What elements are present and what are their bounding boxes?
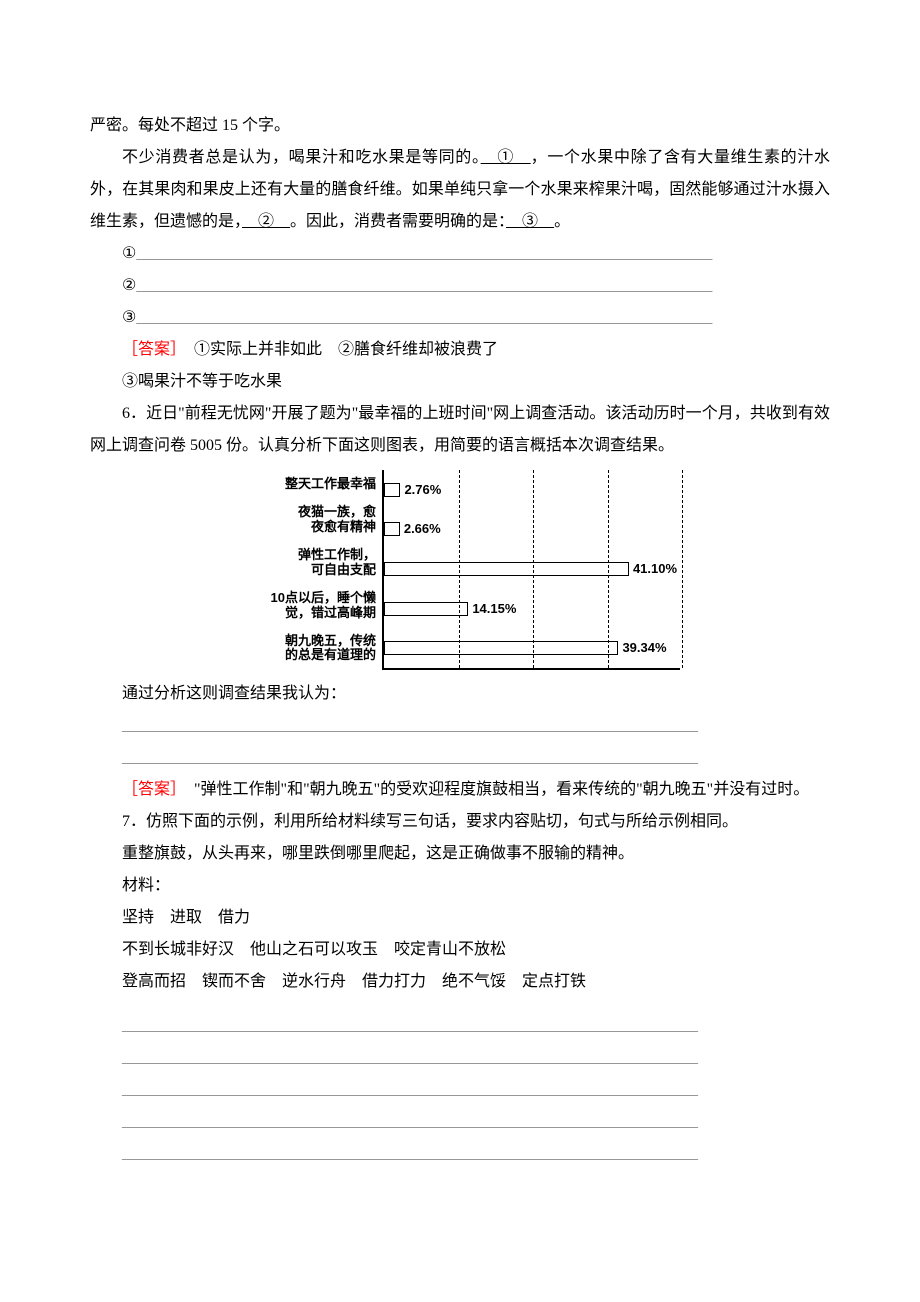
chart-container: 整天工作最幸福夜猫一族，愈夜愈有精神弹性工作制，可自由支配 10点以后，睡个懒觉，… <box>90 470 830 670</box>
q5-blank-1-inline: ① <box>481 149 531 166</box>
chart-bar-value: 39.34% <box>622 635 666 661</box>
q7-material-2: 不到长城非好汉 他山之石可以攻玉 咬定青山不放松 <box>90 934 830 966</box>
q7-blank-5: ________________________________________… <box>90 1138 830 1170</box>
intro-tail: 严密。每处不超过 15 个字。 <box>90 110 830 142</box>
rule-line: ________________________________________… <box>122 1081 698 1098</box>
document-page: 严密。每处不超过 15 个字。 不少消费者总是认为，喝果汁和吃水果是等同的。 ①… <box>0 0 920 1230</box>
chart-bar-row: 2.66% <box>384 519 680 539</box>
rule-line: ________________________________________… <box>122 1113 698 1130</box>
q5-paragraph: 不少消费者总是认为，喝果汁和吃水果是等同的。 ① ，一个水果中除了含有大量维生素… <box>90 142 830 238</box>
rule-line: ________________________________________… <box>136 309 712 326</box>
chart-bars: 2.76% 2.66% 41.10% 14.15% 39.34% <box>384 470 680 668</box>
chart-category-label: 10点以后，睡个懒觉，错过高峰期 <box>240 591 380 621</box>
rule-line: ________________________________________… <box>122 1145 698 1162</box>
survey-bar-chart: 整天工作最幸福夜猫一族，愈夜愈有精神弹性工作制，可自由支配 10点以后，睡个懒觉，… <box>240 470 680 670</box>
chart-plot-area: 2.76% 2.66% 41.10% 14.15% 39.34% <box>382 470 680 670</box>
answer-label: ［答案］ <box>122 781 178 798</box>
chart-category-label: 整天工作最幸福 <box>240 477 380 492</box>
q5-blank-2-inline: ② <box>242 213 290 230</box>
chart-bar <box>384 641 618 655</box>
q6-stem: 6．近日"前程无忧网"开展了题为"最幸福的上班时间"网上调查活动。该活动历时一个… <box>90 398 830 462</box>
chart-bar-row: 14.15% <box>384 599 680 619</box>
rule-line: ________________________________________… <box>122 717 698 734</box>
chart-category-label: 朝九晚五，传统的总是有道理的 <box>240 634 380 664</box>
q5-answer-line-1: ［答案］ ①实际上并非如此 ②膳食纤维却被浪费了 <box>90 334 830 366</box>
chart-bar-value: 2.76% <box>404 477 441 503</box>
rule-line: ________________________________________… <box>122 749 698 766</box>
q5-text-c: 。因此，消费者需要明确的是： <box>290 213 506 230</box>
rule-line: ________________________________________… <box>122 1049 698 1066</box>
chart-category-label: 夜猫一族，愈夜愈有精神 <box>240 505 380 535</box>
chart-bar <box>384 483 400 497</box>
q7-blank-1: ________________________________________… <box>90 1010 830 1042</box>
q5-blank-line-1: ①_______________________________________… <box>90 238 830 270</box>
rule-line: ________________________________________… <box>136 277 712 294</box>
q5-answer-line-2: ③喝果汁不等于吃水果 <box>90 366 830 398</box>
q5-blank-line-3: ③_______________________________________… <box>90 302 830 334</box>
rule-line: ________________________________________… <box>122 1017 698 1034</box>
chart-bar <box>384 562 629 576</box>
q5-text-d: 。 <box>554 213 570 230</box>
q6-blank-1: ________________________________________… <box>90 710 830 742</box>
chart-bar-row: 2.76% <box>384 480 680 500</box>
chart-bar-value: 2.66% <box>404 516 441 542</box>
q6-answer: ［答案］ "弹性工作制"和"朝九晚五"的受欢迎程度旗鼓相当，看来传统的"朝九晚五… <box>90 774 830 806</box>
q7-material-3: 登高而招 锲而不舍 逆水行舟 借力打力 绝不气馁 定点打铁 <box>90 966 830 998</box>
q6-blank-2: ________________________________________… <box>90 742 830 774</box>
chart-bar-value: 14.15% <box>472 596 516 622</box>
q7-example: 重整旗鼓，从头再来，哪里跌倒哪里爬起，这是正确做事不服输的精神。 <box>90 838 830 870</box>
q7-material-1: 坚持 进取 借力 <box>90 902 830 934</box>
chart-y-labels: 整天工作最幸福夜猫一族，愈夜愈有精神弹性工作制，可自由支配 10点以后，睡个懒觉，… <box>240 470 380 670</box>
chart-bar <box>384 522 400 536</box>
q5-blank-line-2: ②_______________________________________… <box>90 270 830 302</box>
q7-blank-3: ________________________________________… <box>90 1074 830 1106</box>
chart-bar-value: 41.10% <box>633 556 677 582</box>
chart-bar-row: 39.34% <box>384 638 680 658</box>
chart-category-label: 弹性工作制，可自由支配 <box>240 548 380 578</box>
chart-bar-row: 41.10% <box>384 559 680 579</box>
chart-bar <box>384 602 468 616</box>
q7-blank-2: ________________________________________… <box>90 1042 830 1074</box>
q7-material-label: 材料： <box>90 870 830 902</box>
q7-stem: 7．仿照下面的示例，利用所给材料续写三句话，要求内容贴切，句式与所给示例相同。 <box>90 806 830 838</box>
q6-answer-text: "弹性工作制"和"朝九晚五"的受欢迎程度旗鼓相当，看来传统的"朝九晚五"并没有过… <box>178 781 809 798</box>
q5-text-a: 不少消费者总是认为，喝果汁和吃水果是等同的。 <box>122 149 481 166</box>
q5-blank-3-inline: ③ <box>506 213 554 230</box>
answer-label: ［答案］ <box>122 341 178 358</box>
q7-blank-4: ________________________________________… <box>90 1106 830 1138</box>
q5-answer-a: ①实际上并非如此 ②膳食纤维却被浪费了 <box>178 341 498 358</box>
q6-prompt: 通过分析这则调查结果我认为： <box>90 678 830 710</box>
rule-line: ________________________________________… <box>136 245 712 262</box>
